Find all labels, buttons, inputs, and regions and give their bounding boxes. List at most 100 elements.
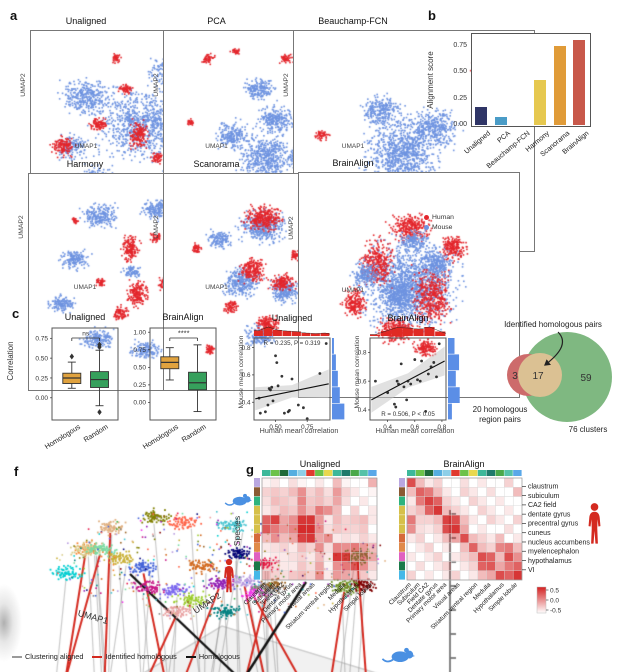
legend-item-human: Human [424, 214, 454, 221]
svg-text:0.6: 0.6 [410, 424, 419, 431]
umap-3d-plot [6, 470, 486, 672]
svg-text:hypothalamus: hypothalamus [528, 558, 572, 565]
svg-text:nucleus accumbens: nucleus accumbens [528, 539, 590, 546]
boxplot-brainalign: BrainAlign 0.00 0.25 0.50 0.75 1.00 Homologous… [133, 312, 217, 451]
svg-text:0.4: 0.4 [242, 399, 251, 406]
svg-text:subiculum: subiculum [528, 493, 560, 500]
legend-label: Clustering aligned [25, 652, 84, 661]
human-mean-corr-axis-label: Human mean correlation [375, 426, 455, 435]
svg-text:-0.5: -0.5 [550, 607, 562, 614]
line-type-legend: Clustering aligned Identified homologous… [12, 652, 240, 661]
mouse-icon [381, 647, 415, 663]
legend-label-human: Human [432, 214, 454, 221]
bar-ytick-label: 0.75 [453, 42, 467, 50]
svg-text:1.00: 1.00 [133, 330, 146, 337]
venn-right-label: 76 clusters [569, 425, 608, 434]
venn-arrow [544, 331, 564, 366]
mouse-dot-icon [424, 225, 429, 230]
venn-left-label-line2: region pairs [479, 415, 521, 424]
svg-text:VI: VI [528, 567, 535, 574]
svg-text:0.75: 0.75 [301, 424, 314, 431]
bar-PCA [494, 116, 507, 125]
gray-line-icon [12, 655, 22, 658]
svg-text:0.6: 0.6 [242, 372, 251, 379]
umap1-axis-label: UMAP1 [74, 143, 98, 150]
panel-label-g: g [246, 462, 254, 477]
svg-text:0.25: 0.25 [133, 382, 146, 389]
umap1-axis-label: UMAP1 [341, 143, 365, 150]
svg-text:myelencephalon: myelencephalon [528, 549, 579, 556]
svg-text:dentate gyrus: dentate gyrus [528, 511, 571, 518]
human-mean-corr-axis-label: Human mean correlation [259, 426, 339, 435]
svg-text:CA2 field: CA2 field [528, 502, 557, 509]
umap-title-scanorama: Scanorama [193, 159, 240, 169]
legend-label-mouse: Mouse [432, 224, 453, 231]
corner-shadow [0, 584, 22, 662]
svg-text:0.4: 0.4 [358, 407, 367, 414]
svg-text:****: **** [178, 329, 190, 338]
svg-text:BrainAlign: BrainAlign [162, 312, 203, 322]
mouse-mean-corr-axis-label: Mouse mean correlation [354, 335, 361, 409]
species-legend: Human Mouse [424, 214, 454, 234]
umap2-axis-label: UMAP2 [153, 215, 160, 239]
svg-text:Homologous: Homologous [43, 422, 82, 451]
svg-text:cuneus: cuneus [528, 530, 551, 537]
umap-title-unaligned: Unaligned [65, 16, 107, 26]
panel-label-a: a [10, 8, 18, 23]
scatter-brainalign: 0.4 0.6 0.80.40.60.8R = 0.506, P < 0.05Bra… [358, 313, 460, 431]
red-line-icon [92, 655, 103, 658]
umap2-axis-label: UMAP2 [18, 215, 25, 239]
svg-text:Unaligned: Unaligned [65, 312, 106, 322]
umap-title-pca: PCA [207, 16, 226, 26]
svg-text:R = 0.506, P < 0.05: R = 0.506, P < 0.05 [381, 411, 435, 418]
umap1-axis-label: UMAP1 [73, 284, 97, 291]
svg-text:0.00: 0.00 [35, 395, 48, 402]
umap2-axis-label: UMAP2 [288, 216, 295, 240]
human-icon [224, 558, 234, 593]
bar-Unaligned [474, 107, 487, 125]
black-line-icon [185, 655, 196, 658]
heatmap-title-unaligned: Unaligned [299, 459, 341, 469]
svg-text:0.4: 0.4 [383, 424, 392, 431]
svg-text:R = 0.235, P = 0.319: R = 0.235, P = 0.319 [264, 340, 322, 347]
bar-chart-frame [471, 33, 591, 127]
venn-count-left: 3 [512, 371, 518, 382]
svg-text:0.00: 0.00 [133, 400, 146, 407]
venn-top-label: Identified homologous pairs [504, 320, 602, 329]
svg-text:BrainAlign: BrainAlign [387, 313, 428, 323]
bar-ytick-label: 0.00 [453, 121, 467, 128]
svg-text:ns: ns [82, 331, 90, 338]
legend-label: Identified homologous [105, 652, 177, 661]
svg-text:0.50: 0.50 [269, 424, 282, 431]
venn-diagram: Identified homologous pairs 3 17 59 20 h… [473, 320, 612, 434]
legend-item-identified-homologous: Identified homologous [92, 652, 177, 661]
heatmap-title-brainalign: BrainAlign [443, 459, 485, 469]
bar-ytick-label: 0.25 [453, 94, 467, 102]
umap-title-harmony: Harmony [66, 159, 104, 169]
umap1-axis-label: UMAP1 [205, 284, 228, 291]
boxplot-unaligned: Unaligned 0.00 0.25 0.50 0.75 Homologous Rando… [35, 312, 119, 451]
svg-text:0.8: 0.8 [242, 345, 251, 352]
legend-item-homologous: Homologous [185, 652, 240, 661]
legend-label: Homologous [198, 652, 240, 661]
svg-text:0.8: 0.8 [358, 350, 367, 357]
panel-label-b: b [428, 8, 436, 23]
species-axis-label: Species [232, 515, 242, 547]
svg-text:0.5: 0.5 [550, 587, 559, 594]
human-dot-icon [424, 215, 429, 220]
svg-text:0.0: 0.0 [550, 597, 559, 604]
mouse-mean-corr-axis-label: Mouse mean correlation [238, 335, 245, 409]
umap1-axis-label: UMAP1 [341, 287, 365, 294]
venn-count-right: 59 [580, 373, 592, 384]
legend-item-clustering-aligned: Clustering aligned [12, 652, 83, 661]
legend-item-mouse: Mouse [424, 224, 454, 231]
umap-title-beauchamp: Beauchamp-FCN [318, 16, 388, 26]
svg-text:claustrum: claustrum [528, 484, 559, 491]
svg-text:0.25: 0.25 [35, 375, 48, 382]
human-icon [588, 503, 601, 544]
svg-text:0.50: 0.50 [133, 365, 146, 372]
svg-text:0.50: 0.50 [35, 355, 48, 362]
umap2-axis-label: UMAP2 [153, 73, 160, 97]
